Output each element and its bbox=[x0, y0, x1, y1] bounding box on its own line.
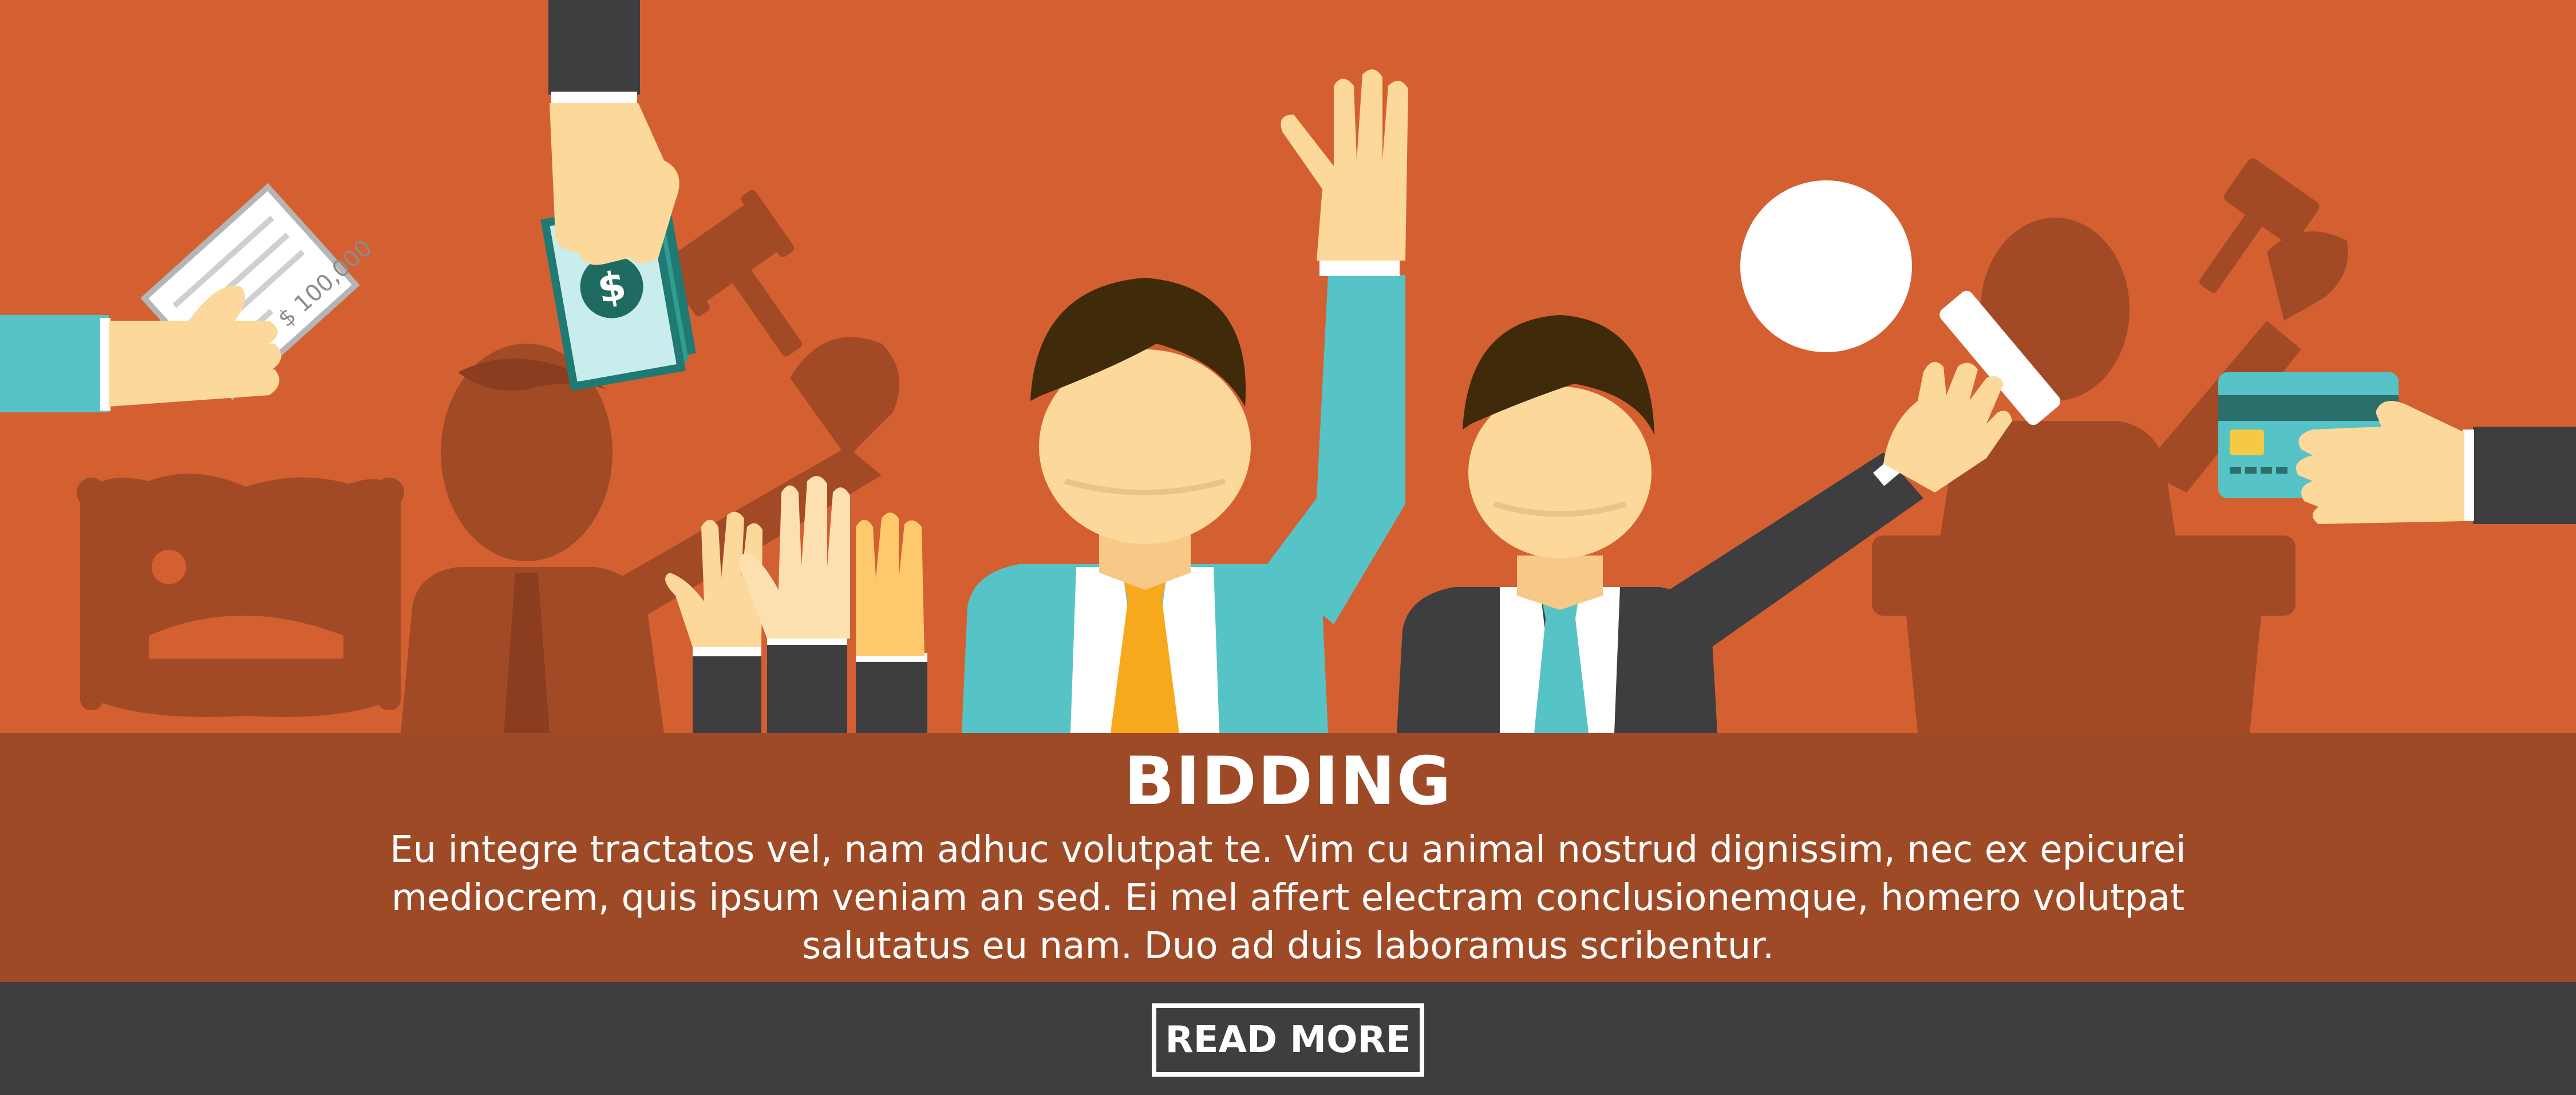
hand-cash-icon: $ bbox=[540, 0, 696, 391]
content-band bbox=[0, 733, 2576, 982]
auctioneer-podium-icon bbox=[1872, 535, 2296, 733]
bidder-silhouette-left-icon bbox=[401, 344, 664, 733]
banner-title: BIDDING bbox=[1124, 743, 1452, 820]
antique-chair-icon bbox=[77, 474, 404, 717]
auction-scene: $ 100,000 $ bbox=[0, 0, 2576, 733]
hand-check-icon: $ 100,000 bbox=[0, 183, 377, 412]
auction-paddle-icon bbox=[1740, 180, 2061, 493]
bidder-dark-icon bbox=[1397, 315, 1928, 733]
credit-card-icon bbox=[2218, 372, 2576, 524]
bidder-teal-icon bbox=[962, 69, 1408, 733]
auction-illustration: $ 100,000 $ bbox=[0, 0, 2576, 733]
read-more-button[interactable]: READ MORE bbox=[1152, 1003, 1424, 1077]
raised-hands-icon bbox=[665, 476, 927, 733]
banner-description: Eu integre tractatos vel, nam adhuc volu… bbox=[390, 829, 2186, 967]
auctioneer-silhouette-icon bbox=[1935, 158, 2348, 573]
